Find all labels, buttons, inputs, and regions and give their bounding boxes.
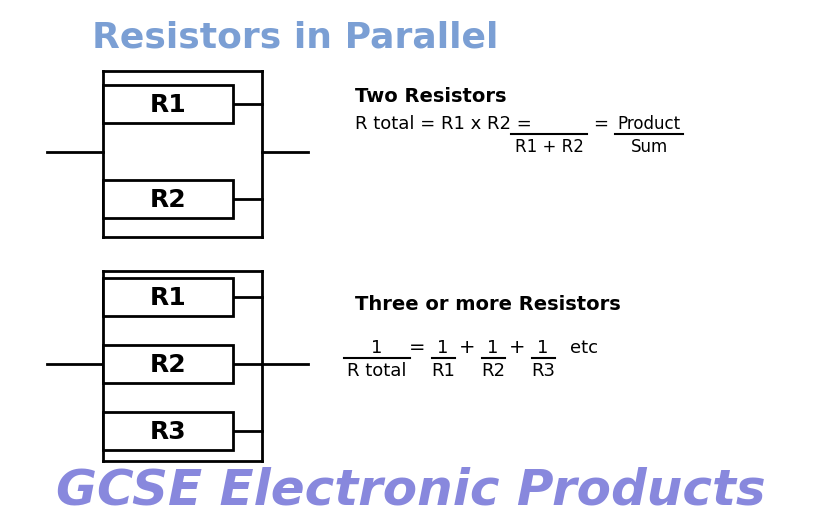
Text: 1: 1: [538, 338, 549, 356]
Text: =: =: [593, 115, 608, 133]
Text: R1 + R2: R1 + R2: [515, 138, 584, 156]
Text: Two Resistors: Two Resistors: [355, 87, 506, 105]
Bar: [103, 412, 233, 450]
Text: 1: 1: [437, 338, 449, 356]
Text: R total = R1 x R2 =: R total = R1 x R2 =: [355, 115, 532, 133]
Text: R total: R total: [347, 361, 407, 379]
Text: GCSE Electronic Products: GCSE Electronic Products: [56, 466, 766, 509]
Text: =: =: [409, 338, 425, 357]
Bar: [103, 278, 233, 317]
Text: R2: R2: [150, 352, 187, 376]
Text: Sum: Sum: [630, 138, 667, 156]
Text: R3: R3: [531, 361, 555, 379]
Text: R1: R1: [150, 286, 187, 309]
Text: +: +: [459, 338, 475, 357]
Bar: [103, 181, 233, 218]
Text: R1: R1: [150, 93, 187, 117]
Text: 1: 1: [487, 338, 499, 356]
Text: R2: R2: [150, 188, 187, 212]
Bar: [103, 86, 233, 124]
Text: etc: etc: [570, 338, 598, 356]
Text: R2: R2: [481, 361, 505, 379]
Bar: [103, 345, 233, 383]
Text: Product: Product: [617, 115, 681, 133]
Text: Resistors in Parallel: Resistors in Parallel: [92, 21, 498, 55]
Text: R3: R3: [150, 419, 187, 443]
Text: +: +: [509, 338, 525, 357]
Text: 1: 1: [372, 338, 383, 356]
Text: R1: R1: [431, 361, 455, 379]
Text: Three or more Resistors: Three or more Resistors: [355, 295, 621, 314]
